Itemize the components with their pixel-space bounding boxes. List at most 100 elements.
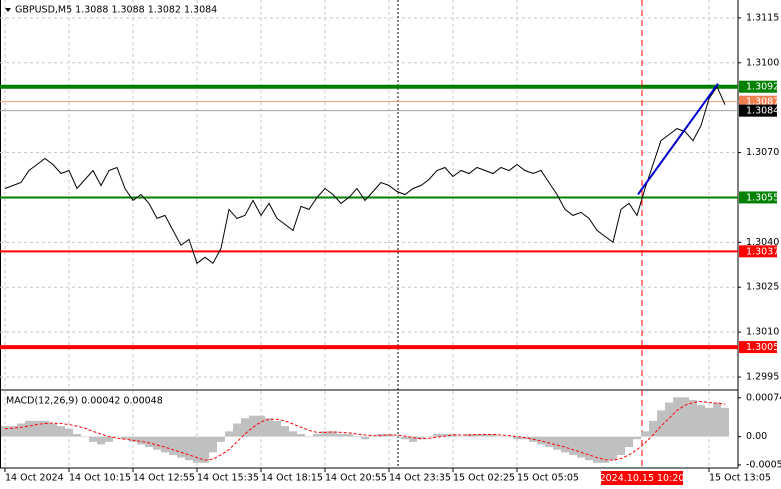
macd-bar xyxy=(257,415,265,437)
level-label: 1.3037 xyxy=(746,246,779,257)
macd-bar xyxy=(441,433,449,437)
macd-bar xyxy=(457,436,465,438)
y-tick-label: 1.3070 xyxy=(746,147,779,158)
macd-bar xyxy=(689,399,697,437)
y-tick-label: 1.3010 xyxy=(746,327,779,338)
y-tick-label: 1.3040 xyxy=(746,237,779,248)
level-label: 1.3087 xyxy=(746,97,779,108)
macd-bar xyxy=(625,436,633,448)
macd-bar xyxy=(329,431,337,437)
x-tick-label: 14 Oct 20:55 xyxy=(325,473,387,484)
x-tick-label: 15 Oct 02:25 xyxy=(453,473,515,484)
macd-bar xyxy=(633,436,641,440)
macd-bar xyxy=(321,431,329,437)
macd-bar xyxy=(209,436,217,453)
macd-bar xyxy=(193,436,201,463)
macd-bar xyxy=(393,436,401,438)
macd-bar xyxy=(553,436,561,450)
macd-bar xyxy=(705,407,713,437)
level-label: 1.3055 xyxy=(746,192,779,203)
macd-bar xyxy=(273,420,281,437)
macd-bar xyxy=(641,431,649,437)
macd-bar xyxy=(673,397,681,437)
macd-bar xyxy=(233,423,241,437)
macd-bar xyxy=(497,436,505,438)
macd-bar xyxy=(105,436,113,442)
macd-bar xyxy=(489,433,497,437)
macd-bar xyxy=(297,433,305,437)
macd-bar xyxy=(569,436,577,455)
macd-bar xyxy=(617,436,625,455)
level-label-box xyxy=(739,191,777,204)
macd-bar xyxy=(601,436,609,463)
chart-title: GBPUSD,M5 1.3088 1.3088 1.3082 1.3084 xyxy=(15,5,217,16)
macd-bar xyxy=(305,436,313,438)
macd-bar xyxy=(97,436,105,445)
macd-bar xyxy=(113,436,121,438)
y-tick-label: 1.2995 xyxy=(746,372,779,383)
macd-bar xyxy=(17,423,25,437)
level-label: 1.3005 xyxy=(746,342,779,353)
x-tick-label: 14 Oct 23:35 xyxy=(389,473,451,484)
macd-bar xyxy=(65,428,73,437)
macd-bar xyxy=(57,426,65,437)
x-tick-label: 14 Oct 2024 xyxy=(5,473,64,484)
macd-bar xyxy=(1,426,9,437)
level-label-box xyxy=(739,80,777,93)
cursor-label-box xyxy=(601,471,683,485)
macd-bar xyxy=(33,420,41,437)
menu-arrow xyxy=(5,8,11,12)
macd-bar xyxy=(681,397,689,437)
y-tick-label: 0.00074 xyxy=(746,392,781,403)
macd-bar xyxy=(537,436,545,445)
x-tick-label: 14 Oct 18:15 xyxy=(261,473,323,484)
price-line xyxy=(4,85,726,265)
macd-bar xyxy=(417,436,425,440)
macd-bar xyxy=(169,436,177,455)
macd-bar xyxy=(665,402,673,437)
macd-bar xyxy=(225,431,233,437)
macd-bar xyxy=(369,436,377,438)
y-tick-label: -0.00054 xyxy=(746,459,781,470)
macd-bar xyxy=(249,415,257,437)
macd-bar xyxy=(81,436,89,438)
macd-bar xyxy=(49,423,57,437)
macd-bar xyxy=(561,436,569,453)
macd-bar xyxy=(505,436,513,438)
macd-bar xyxy=(697,405,705,437)
x-tick-label: 15 Oct 13:05 xyxy=(709,473,771,484)
y-tick-label: 1.3100 xyxy=(746,57,779,68)
macd-bar xyxy=(425,436,433,438)
x-tick-label: 15 Oct 05:05 xyxy=(517,473,579,484)
macd-bar xyxy=(161,436,169,453)
y-tick-label: 1.3115 xyxy=(746,12,779,23)
cursor-label: 2024.10.15 10:20 xyxy=(600,473,685,484)
macd-bar xyxy=(25,420,33,437)
x-tick-label: 14 Oct 15:35 xyxy=(197,473,259,484)
macd-bar xyxy=(9,426,17,437)
y-tick-label: 1.3025 xyxy=(746,282,779,293)
macd-bar xyxy=(481,433,489,437)
macd-bar xyxy=(217,436,225,442)
level-label-box xyxy=(739,245,777,258)
macd-bar xyxy=(153,436,161,450)
macd-bar xyxy=(577,436,585,458)
trend-line xyxy=(637,83,719,196)
macd-bar xyxy=(713,402,721,437)
macd-bar xyxy=(241,418,249,437)
x-tick-label: 14 Oct 12:55 xyxy=(133,473,195,484)
macd-bar xyxy=(545,436,553,448)
macd-bar xyxy=(353,436,361,438)
macd-bar xyxy=(513,436,521,440)
macd-bar xyxy=(337,433,345,437)
macd-bar xyxy=(73,433,81,437)
macd-title: MACD(12,26,9) 0.00042 0.00048 xyxy=(6,396,163,407)
macd-bar xyxy=(145,436,153,448)
macd-bar xyxy=(409,436,417,442)
macd-bar xyxy=(121,436,129,440)
level-label-box xyxy=(739,341,777,354)
level-label-box xyxy=(739,104,777,117)
